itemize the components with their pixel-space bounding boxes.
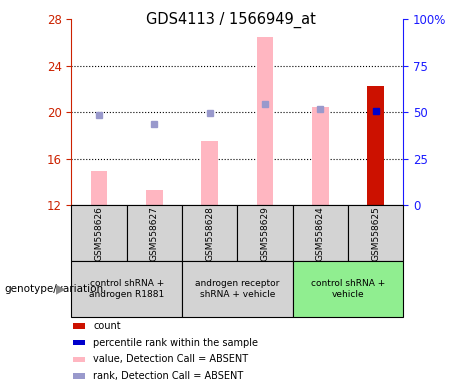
Text: value, Detection Call = ABSENT: value, Detection Call = ABSENT <box>93 354 248 364</box>
Text: count: count <box>93 321 121 331</box>
Text: ▶: ▶ <box>56 283 66 295</box>
Text: GSM558627: GSM558627 <box>150 206 159 261</box>
Bar <box>91 170 107 205</box>
Bar <box>367 86 384 205</box>
Bar <box>71 205 127 261</box>
Bar <box>257 36 273 205</box>
Text: control shRNA +
androgen R1881: control shRNA + androgen R1881 <box>89 279 165 299</box>
Bar <box>182 261 293 317</box>
Bar <box>348 205 403 261</box>
Text: percentile rank within the sample: percentile rank within the sample <box>93 338 258 348</box>
Bar <box>73 340 85 346</box>
Text: GSM558628: GSM558628 <box>205 206 214 261</box>
Bar <box>312 106 329 205</box>
Bar <box>73 373 85 379</box>
Bar <box>73 356 85 362</box>
Text: GSM558625: GSM558625 <box>371 206 380 261</box>
Text: GSM558626: GSM558626 <box>95 206 104 261</box>
Text: genotype/variation: genotype/variation <box>5 284 104 294</box>
Bar <box>293 205 348 261</box>
Bar <box>127 205 182 261</box>
Bar <box>201 141 218 205</box>
Bar <box>71 261 182 317</box>
Bar <box>237 205 293 261</box>
Bar <box>182 205 237 261</box>
Bar <box>73 323 85 329</box>
Text: control shRNA +
vehicle: control shRNA + vehicle <box>311 279 385 299</box>
Bar <box>293 261 403 317</box>
Bar <box>146 190 163 205</box>
Text: GSM558624: GSM558624 <box>316 206 325 261</box>
Text: rank, Detection Call = ABSENT: rank, Detection Call = ABSENT <box>93 371 243 381</box>
Text: androgen receptor
shRNA + vehicle: androgen receptor shRNA + vehicle <box>195 279 280 299</box>
Text: GDS4113 / 1566949_at: GDS4113 / 1566949_at <box>146 12 315 28</box>
Text: GSM558629: GSM558629 <box>260 206 270 261</box>
